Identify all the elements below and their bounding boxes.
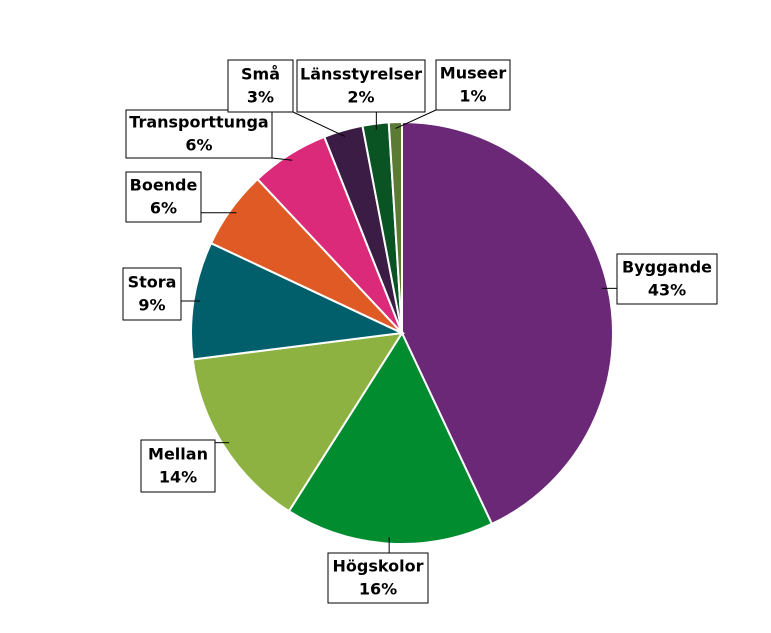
- category-label: Länsstyrelser: [300, 65, 422, 84]
- label-box: [435, 59, 511, 111]
- category-label: Transporttunga: [129, 113, 268, 132]
- category-label: Byggande: [622, 258, 712, 277]
- category-label: Museer: [440, 64, 507, 83]
- labels: Byggande 43% Högskolor 16% Mellan 14% Stora 9% B…: [122, 59, 718, 604]
- pie-slice: [401, 120, 614, 526]
- label-box: [296, 59, 426, 113]
- label-box: [140, 439, 216, 493]
- callout-line: [395, 109, 437, 129]
- pie-slice: [191, 331, 404, 513]
- value-label: 2%: [347, 88, 374, 107]
- value-label: 6%: [150, 199, 177, 218]
- value-label: 1%: [459, 87, 486, 106]
- value-label: 9%: [138, 296, 165, 315]
- category-label: Mellan: [148, 445, 208, 464]
- category-label: Högskolor: [333, 557, 424, 576]
- label-box: [327, 552, 429, 604]
- pie-slice: [387, 120, 403, 334]
- label-box: [125, 171, 202, 223]
- label-box: [616, 253, 718, 305]
- category-label: Boende: [130, 176, 198, 195]
- callout-line: [271, 157, 293, 161]
- value-label: 3%: [247, 88, 274, 107]
- label-box: [122, 267, 182, 321]
- category-label: Små: [241, 65, 280, 84]
- value-label: 6%: [185, 136, 212, 155]
- category-label: Stora: [128, 273, 177, 292]
- label-box: [125, 109, 273, 159]
- value-label: 16%: [359, 580, 397, 599]
- label-box: [227, 59, 294, 113]
- value-label: 43%: [648, 281, 686, 300]
- callout-line: [292, 111, 346, 137]
- pie-slice: [190, 241, 406, 361]
- value-label: 14%: [159, 468, 197, 487]
